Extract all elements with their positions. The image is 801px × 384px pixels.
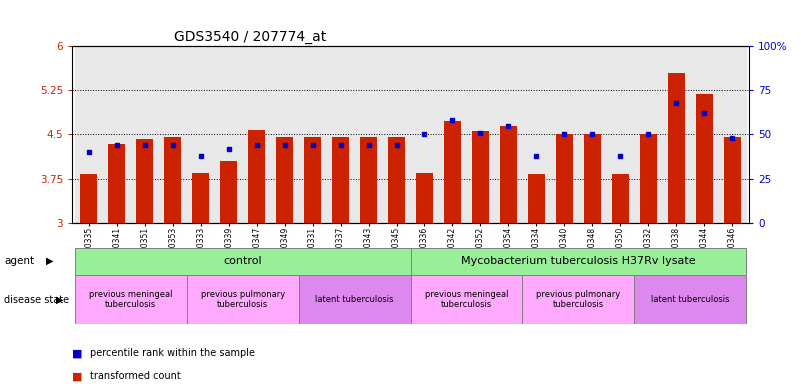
Bar [74, 46, 103, 223]
Text: previous meningeal
tuberculosis: previous meningeal tuberculosis [425, 290, 508, 309]
Bar [724, 137, 741, 223]
Bar [299, 46, 327, 223]
Bar [332, 137, 349, 223]
Bar [494, 46, 522, 223]
Bar [103, 46, 131, 223]
Text: ▶: ▶ [46, 256, 54, 266]
Text: ■: ■ [72, 348, 83, 358]
Bar [606, 46, 634, 223]
Text: latent tuberculosis: latent tuberculosis [651, 295, 730, 304]
Bar [299, 275, 410, 324]
Text: percentile rank within the sample: percentile rank within the sample [90, 348, 255, 358]
Bar [500, 126, 517, 223]
Bar [528, 174, 545, 223]
Bar [355, 46, 383, 223]
Bar [192, 173, 209, 223]
Bar [634, 46, 662, 223]
Text: control: control [223, 256, 262, 266]
Text: Mycobacterium tuberculosis H37Rv lysate: Mycobacterium tuberculosis H37Rv lysate [461, 256, 695, 266]
Bar [187, 275, 299, 324]
Bar [444, 121, 461, 223]
Bar [718, 46, 747, 223]
Bar [360, 137, 377, 223]
Bar [327, 46, 355, 223]
Bar [640, 134, 657, 223]
Bar [438, 46, 466, 223]
Bar [466, 46, 494, 223]
Text: disease state: disease state [4, 295, 69, 305]
Bar [74, 275, 187, 324]
Bar [220, 161, 237, 223]
Text: previous pulmonary
tuberculosis: previous pulmonary tuberculosis [200, 290, 285, 309]
Text: GDS3540 / 207774_at: GDS3540 / 207774_at [174, 30, 326, 44]
Bar [556, 134, 573, 223]
Bar [578, 46, 606, 223]
Bar [410, 248, 747, 275]
Bar [164, 137, 181, 223]
Bar [80, 174, 97, 223]
Bar [662, 46, 690, 223]
Bar [612, 174, 629, 223]
Text: latent tuberculosis: latent tuberculosis [316, 295, 394, 304]
Bar [668, 73, 685, 223]
Bar [522, 46, 550, 223]
Bar [388, 137, 405, 223]
Bar [215, 46, 243, 223]
Bar [276, 137, 293, 223]
Bar [383, 46, 410, 223]
Bar [304, 137, 321, 223]
Bar [410, 46, 438, 223]
Bar [248, 130, 265, 223]
Text: ▶: ▶ [56, 295, 63, 305]
Bar [271, 46, 299, 223]
Bar [136, 139, 153, 223]
Bar [472, 131, 489, 223]
Bar [243, 46, 271, 223]
Text: transformed count: transformed count [90, 371, 180, 381]
Bar [696, 94, 713, 223]
Bar [690, 46, 718, 223]
Text: previous meningeal
tuberculosis: previous meningeal tuberculosis [89, 290, 172, 309]
Bar [634, 275, 747, 324]
Bar [522, 275, 634, 324]
Bar [410, 275, 522, 324]
Bar [74, 248, 410, 275]
Bar [550, 46, 578, 223]
Text: ■: ■ [72, 371, 83, 381]
Bar [159, 46, 187, 223]
Text: previous pulmonary
tuberculosis: previous pulmonary tuberculosis [536, 290, 621, 309]
Text: agent: agent [4, 256, 34, 266]
Bar [584, 134, 601, 223]
Bar [416, 173, 433, 223]
Bar [108, 144, 125, 223]
Bar [131, 46, 159, 223]
Bar [187, 46, 215, 223]
